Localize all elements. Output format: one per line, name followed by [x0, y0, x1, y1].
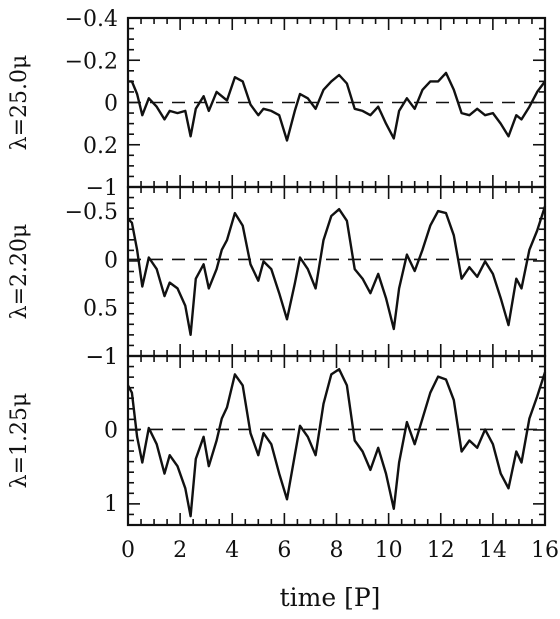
y-axis-label: λ=2.20μ [7, 224, 32, 320]
x-tick-label: 2 [173, 538, 187, 563]
y-tick-label: 0 [104, 418, 118, 443]
panel-1: −0.4 −0.2 0 0.2 −1 λ=25.0μ [7, 7, 547, 201]
y-tick-label: −0.4 [65, 7, 118, 32]
light-curve-line [127, 205, 547, 336]
x-tick-label: 16 [531, 538, 559, 563]
x-tick-label: 10 [375, 538, 403, 563]
y-tick-label: 0.5 [83, 297, 118, 322]
y-tick-label: 0 [104, 248, 118, 273]
y-axis-label: λ=1.25μ [7, 393, 32, 489]
light-curve-line [128, 71, 546, 142]
y-tick-label: −0.2 [65, 49, 118, 74]
y-tick-label-edge: −1 [86, 345, 118, 370]
y-axis-label: λ=25.0μ [7, 55, 32, 151]
x-tick-label: 0 [121, 538, 135, 563]
x-tick-label: 4 [225, 538, 239, 563]
y-tick-label-edge: −1 [86, 176, 118, 201]
panel-3: 0 1 −1 λ=1.25μ [7, 345, 547, 527]
panel-frame [126, 354, 547, 527]
x-tick-label: 8 [330, 538, 344, 563]
light-curve-line [126, 368, 547, 518]
panel-2: −0.5 0 0.5 −1 λ=2.20μ [7, 185, 547, 370]
x-tick-label: 14 [479, 538, 507, 563]
y-tick-label: 1 [104, 492, 118, 517]
y-tick-label: 0 [104, 92, 118, 117]
y-tick-label-edge: −1 [86, 345, 118, 370]
x-axis-label: time [P] [280, 583, 381, 612]
x-tick-label: 12 [427, 538, 455, 563]
y-tick-label: −0.5 [65, 200, 118, 225]
y-tick-label: 0.2 [83, 134, 118, 159]
x-tick-label: 6 [277, 538, 291, 563]
